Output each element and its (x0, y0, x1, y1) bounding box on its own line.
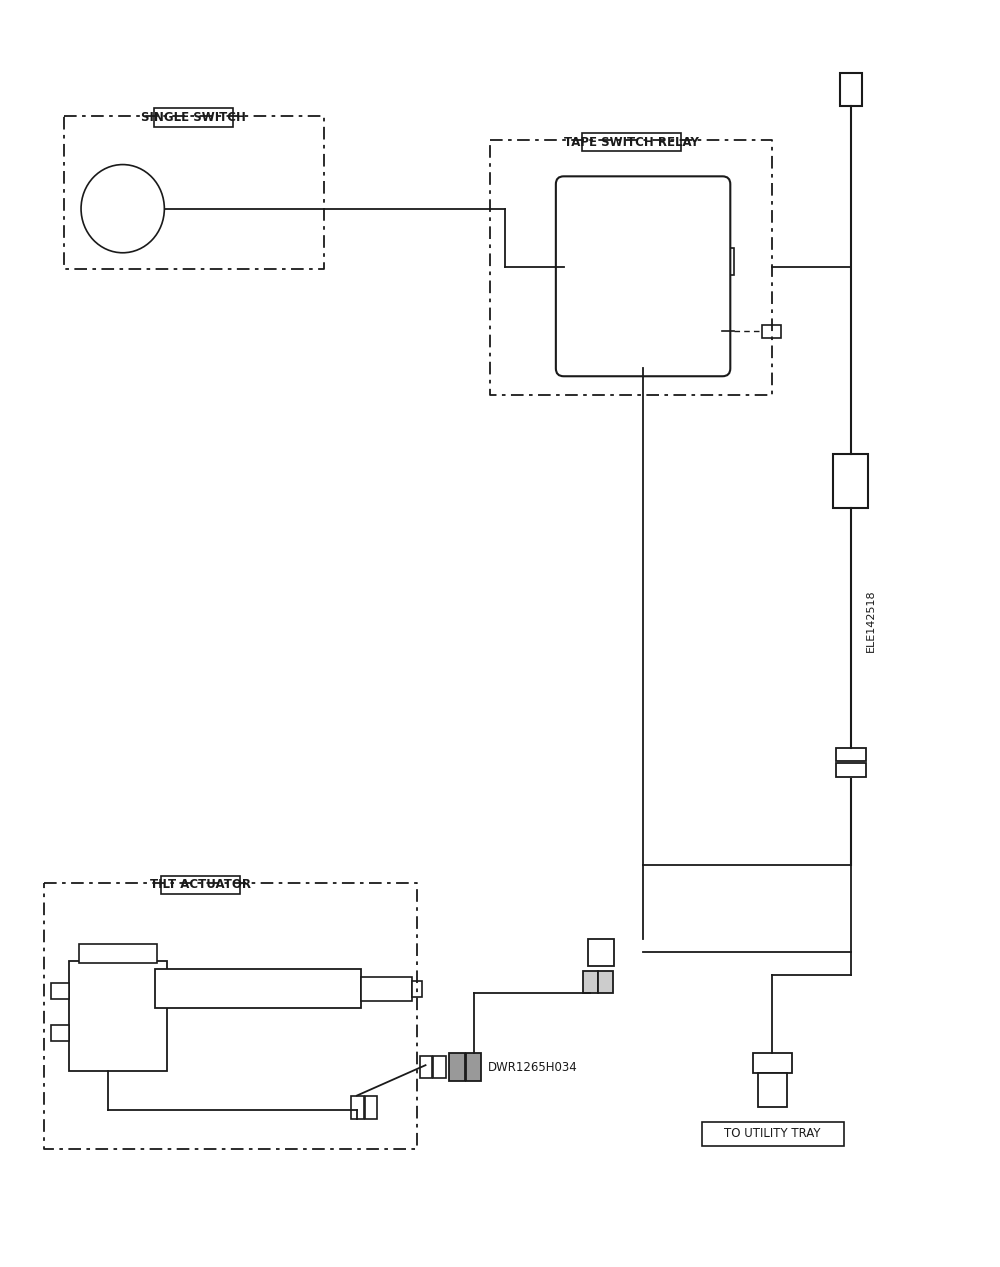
Bar (598, 971, 613, 992)
Bar (420, 1057, 432, 1078)
Bar (753, 1053, 792, 1073)
Bar (833, 454, 868, 508)
Bar (161, 875, 240, 895)
Bar (155, 969, 361, 1009)
Bar (154, 109, 233, 127)
Bar (51, 1025, 69, 1040)
Bar (836, 748, 866, 761)
Bar (365, 1096, 377, 1119)
Bar (582, 133, 681, 151)
Text: TAPE SWITCH RELAY: TAPE SWITCH RELAY (564, 136, 699, 148)
Bar (758, 1073, 787, 1107)
Bar (51, 983, 69, 998)
Text: ELE142518: ELE142518 (865, 589, 875, 651)
Bar (351, 1096, 364, 1119)
Bar (588, 939, 614, 967)
Text: TILT ACTUATOR: TILT ACTUATOR (150, 878, 251, 892)
Text: SINGLE SWITCH: SINGLE SWITCH (141, 111, 246, 124)
Text: TO UTILITY TRAY: TO UTILITY TRAY (724, 1128, 821, 1140)
Bar (69, 962, 167, 1071)
Bar (583, 971, 598, 992)
Bar (836, 763, 866, 777)
Bar (720, 248, 734, 275)
Bar (412, 981, 422, 997)
Bar (466, 1053, 481, 1081)
Bar (361, 977, 412, 1001)
Bar (449, 1053, 465, 1081)
Bar (79, 944, 157, 963)
Bar (762, 326, 781, 338)
Bar (433, 1057, 446, 1078)
Bar (702, 1123, 844, 1145)
Bar (840, 73, 862, 105)
Text: DWR1265H034: DWR1265H034 (488, 1060, 578, 1073)
FancyBboxPatch shape (556, 176, 730, 376)
